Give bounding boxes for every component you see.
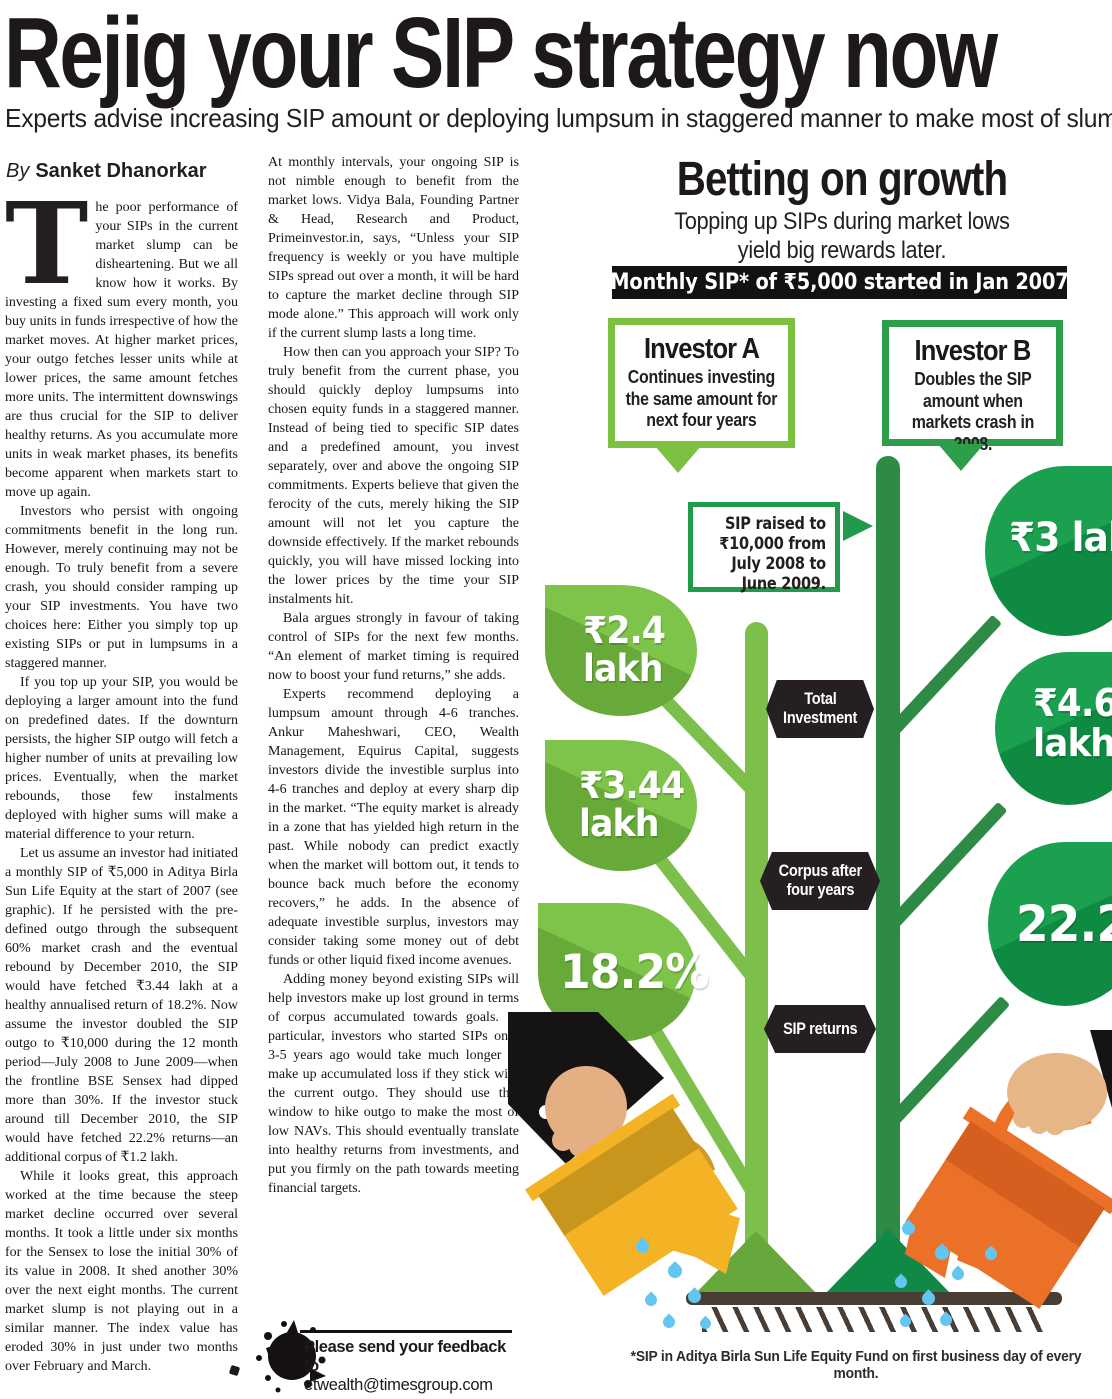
investor-b-title: Investor B xyxy=(914,335,1031,367)
leaf-value: 22.2% xyxy=(1016,895,1112,953)
ribbon-text: Investment xyxy=(782,709,858,727)
byline-author: Sanket Dhanorkar xyxy=(35,160,207,182)
callout-pointer xyxy=(843,511,873,541)
subheadline: Experts advise increasing SIP amount or … xyxy=(5,103,1112,133)
value-leaf-a-total-investment: ₹2.4 lakh xyxy=(545,585,697,716)
feedback-box: Please send your feedback to etwealth@ti… xyxy=(300,1330,512,1399)
ground-hatching xyxy=(702,1307,1044,1332)
hand xyxy=(545,1066,627,1148)
ground-bar xyxy=(686,1292,1062,1305)
paragraph: Investors who persist with ongoing commi… xyxy=(5,504,238,671)
subtitle-line: yield big rewards later. xyxy=(737,237,947,264)
paragraph-text: he poor performance of your SIPs in the … xyxy=(5,200,238,500)
leaf-value: lakh xyxy=(583,647,663,691)
paragraph: How then can you approach your SIP? To t… xyxy=(268,345,519,607)
row-label-sip-returns: SIP returns xyxy=(764,1005,876,1053)
row-label-total-investment: Total Investment xyxy=(766,680,874,738)
ribbon-text: SIP returns xyxy=(782,1019,858,1038)
subtitle-line: Topping up SIPs during market lows xyxy=(674,208,1010,235)
value-leaf-a-corpus: ₹3.44 lakh xyxy=(545,740,697,871)
investor-b-box-pointer xyxy=(938,444,984,471)
ribbon-text: Corpus after xyxy=(778,862,862,880)
paragraph: At monthly intervals, your ongoing SIP i… xyxy=(268,155,519,341)
ink-splat-icon xyxy=(256,1320,326,1393)
spout-rose xyxy=(690,1208,740,1274)
row-label-corpus: Corpus after four years xyxy=(760,852,880,910)
investor-a-title: Investor A xyxy=(643,333,760,365)
investor-a-desc: Continues investing the same amount for … xyxy=(625,366,778,430)
infographic-banner: Monthly SIP* of ₹5,000 started in Jan 20… xyxy=(610,266,1069,299)
leaf-value: 18.2% xyxy=(560,945,710,1000)
banner-text: Monthly SIP* of ₹5,000 started in Jan 20… xyxy=(610,270,1069,295)
value-leaf-b-corpus: ₹4.63lakh xyxy=(995,652,1112,805)
byline: By Sanket Dhanorkar xyxy=(6,160,207,183)
value-leaf-b-total-investment: ₹3 lakh xyxy=(985,466,1112,636)
leaf-value: ₹2.4 xyxy=(583,609,666,652)
feedback-text: Please send your feedback to xyxy=(304,1338,506,1375)
paragraph: Bala argues strongly in favour of taking… xyxy=(268,611,519,683)
infographic-footnote: *SIP in Aditya Birla Sun Life Equity Fun… xyxy=(630,1348,1082,1382)
infographic-subtitle: Topping up SIPs during market lows yield… xyxy=(581,207,1103,265)
paragraph: While it looks great, this approach work… xyxy=(5,1169,238,1374)
paragraph: Experts recommend deploying a lumpsum am… xyxy=(268,687,519,968)
leaf-value: ₹3.44 xyxy=(579,764,685,807)
yellow-watering-can xyxy=(508,1012,740,1296)
value-leaf-b-returns: 22.2% xyxy=(988,842,1112,1006)
investor-a-box: Investor A Continues investing the same … xyxy=(608,318,795,448)
feedback-email: etwealth@timesgroup.com xyxy=(304,1376,493,1394)
hand xyxy=(1007,1053,1107,1131)
byline-prefix: By xyxy=(6,160,30,182)
investor-b-box: Investor B Doubles the SIP amount when m… xyxy=(882,320,1063,454)
ribbon-text: Total xyxy=(803,690,837,708)
paragraph: Let us assume an investor had initiated … xyxy=(5,846,238,1165)
investor-b-desc: Doubles the SIP amount when markets cras… xyxy=(911,368,1034,454)
sip-raised-callout: SIP raised to ₹10,000 from July 2008 to … xyxy=(688,502,840,593)
paragraph: Adding money beyond existing SIPs will h… xyxy=(268,972,519,1196)
ribbon-text: four years xyxy=(786,881,854,899)
page-title: Rejig your SIP strategy now xyxy=(4,0,998,109)
article-column-2: At monthly intervals, your ongoing SIP i… xyxy=(268,153,519,1198)
investor-a-box-pointer xyxy=(655,446,701,473)
orange-watering-can xyxy=(905,1030,1112,1309)
callout-text: SIP raised to ₹10,000 from July 2008 to … xyxy=(719,514,827,593)
investor-b-plant-stem xyxy=(876,456,900,1298)
leaf-value: ₹4.63 xyxy=(1033,681,1112,725)
drop-cap: T xyxy=(5,179,89,310)
leaf-value: ₹3 lakh xyxy=(1009,515,1112,561)
infographic-title: Betting on growth xyxy=(676,153,1008,206)
leaf-value: lakh xyxy=(579,802,659,846)
leaf-value: lakh xyxy=(1033,720,1112,765)
paragraph: If you top up your SIP, you would be dep… xyxy=(5,675,238,842)
